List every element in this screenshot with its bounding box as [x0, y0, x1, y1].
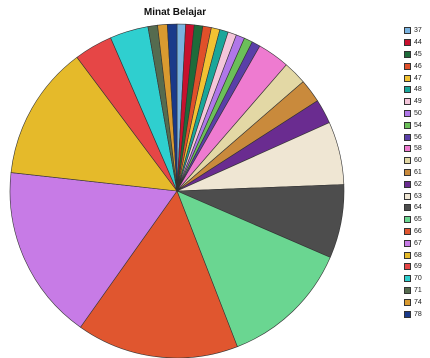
- legend-swatch: [404, 298, 411, 306]
- legend-label: 48: [414, 86, 422, 94]
- pie-chart: [9, 23, 345, 358]
- legend-label: 61: [414, 168, 422, 176]
- legend-label: 49: [414, 98, 422, 106]
- legend-item-62: 62: [404, 178, 430, 190]
- legend-label: 50: [414, 109, 422, 117]
- legend-label: 60: [414, 157, 422, 165]
- legend-label: 70: [414, 275, 422, 283]
- legend-swatch: [404, 239, 411, 247]
- legend-label: 64: [414, 204, 422, 212]
- legend-label: 66: [414, 227, 422, 235]
- legend-item-48: 48: [404, 84, 430, 96]
- legend-label: 68: [414, 251, 422, 259]
- legend-item-50: 50: [404, 108, 430, 120]
- legend-item-56: 56: [404, 131, 430, 143]
- legend-swatch: [404, 310, 411, 318]
- legend-item-44: 44: [404, 37, 430, 49]
- legend-swatch: [404, 251, 411, 259]
- legend-label: 56: [414, 133, 422, 141]
- legend-item-46: 46: [404, 60, 430, 72]
- legend-swatch: [404, 168, 411, 176]
- legend-label: 62: [414, 180, 422, 188]
- legend-label: 45: [414, 50, 422, 58]
- legend-swatch: [404, 145, 411, 153]
- legend-swatch: [404, 98, 411, 106]
- legend-item-74: 74: [404, 296, 430, 308]
- legend-item-71: 71: [404, 285, 430, 297]
- legend-item-63: 63: [404, 190, 430, 202]
- legend-swatch: [404, 180, 411, 188]
- legend-label: 78: [414, 310, 422, 318]
- legend-item-66: 66: [404, 226, 430, 238]
- legend-swatch: [404, 74, 411, 82]
- legend-item-61: 61: [404, 167, 430, 179]
- legend-swatch: [404, 227, 411, 235]
- legend-swatch: [404, 121, 411, 129]
- legend-swatch: [404, 86, 411, 94]
- legend-swatch: [404, 216, 411, 224]
- legend-item-78: 78: [404, 308, 430, 320]
- legend-label: 69: [414, 263, 422, 271]
- legend-label: 58: [414, 145, 422, 153]
- legend-swatch: [404, 275, 411, 283]
- legend-swatch: [404, 39, 411, 47]
- legend-item-49: 49: [404, 96, 430, 108]
- legend-label: 44: [414, 39, 422, 47]
- legend-label: 37: [414, 27, 422, 35]
- pie-slice-67: [9, 172, 178, 328]
- legend-label: 74: [414, 298, 422, 306]
- legend-label: 63: [414, 192, 422, 200]
- legend-swatch: [404, 62, 411, 70]
- legend-label: 46: [414, 62, 422, 70]
- pie-slice-68: [10, 56, 178, 192]
- legend-item-69: 69: [404, 261, 430, 273]
- legend-swatch: [404, 50, 411, 58]
- legend-item-67: 67: [404, 237, 430, 249]
- legend-swatch: [404, 286, 411, 294]
- legend: 37 44 45 46 47 48 49 50 54 56 58 60 61 62 63 64 65 66 67 68…: [404, 25, 430, 320]
- legend-item-65: 65: [404, 214, 430, 226]
- legend-swatch: [404, 204, 411, 212]
- legend-swatch: [404, 133, 411, 141]
- legend-swatch: [404, 109, 411, 117]
- pie-slice-66: [80, 190, 238, 358]
- legend-label: 71: [414, 286, 422, 294]
- legend-swatch: [404, 192, 411, 200]
- legend-swatch: [404, 27, 411, 35]
- legend-item-37: 37: [404, 25, 430, 37]
- legend-item-45: 45: [404, 49, 430, 61]
- legend-item-60: 60: [404, 155, 430, 167]
- legend-item-70: 70: [404, 273, 430, 285]
- legend-item-58: 58: [404, 143, 430, 155]
- legend-item-68: 68: [404, 249, 430, 261]
- legend-label: 67: [414, 239, 422, 247]
- legend-item-54: 54: [404, 119, 430, 131]
- pie-slice-65: [176, 190, 331, 348]
- legend-swatch: [404, 157, 411, 165]
- legend-item-47: 47: [404, 72, 430, 84]
- pie-slice-78: [166, 23, 178, 192]
- legend-swatch: [404, 263, 411, 271]
- legend-label: 65: [414, 216, 422, 224]
- chart-title: Minat Belajar: [143, 7, 207, 18]
- legend-item-64: 64: [404, 202, 430, 214]
- legend-label: 47: [414, 74, 422, 82]
- legend-label: 54: [414, 121, 422, 129]
